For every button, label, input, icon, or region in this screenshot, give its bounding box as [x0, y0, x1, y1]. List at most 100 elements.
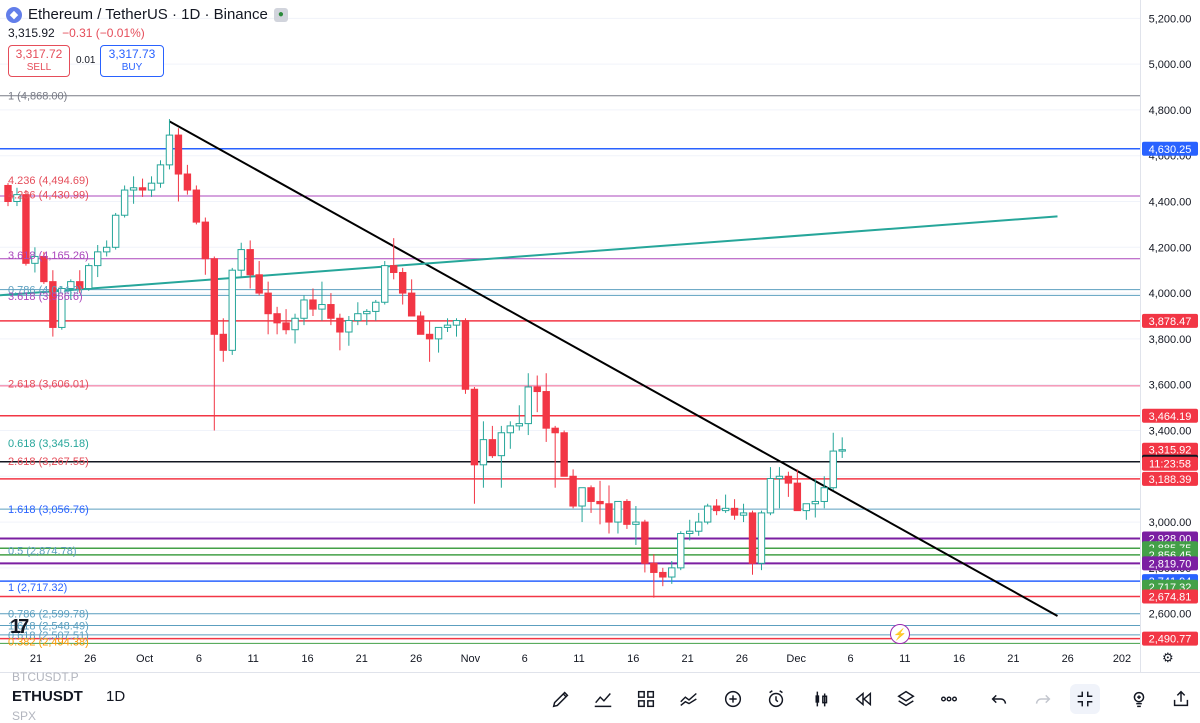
candle [470, 386, 479, 504]
candle [407, 279, 416, 317]
candle [775, 467, 784, 509]
candle [730, 499, 739, 520]
candle [246, 240, 254, 289]
gear-icon[interactable]: ⚙ [1162, 650, 1174, 665]
candle-body [120, 189, 129, 216]
undo-icon[interactable] [984, 684, 1014, 714]
candle-body [784, 475, 793, 484]
last-price: 3,315.92 [8, 26, 55, 40]
candle-body [757, 512, 766, 564]
candle [4, 183, 12, 207]
candle-body [255, 274, 263, 294]
price-tag-label: 3,315.92 [1149, 445, 1192, 457]
candle [31, 247, 39, 273]
chart-title[interactable]: Ethereum / TetherUS · 1D · Binance [28, 6, 268, 23]
candle [757, 510, 766, 571]
price-tag-label: 3,878.47 [1149, 316, 1192, 328]
candle-body [775, 475, 784, 480]
y-tick-label: 3,000.00 [1149, 517, 1192, 529]
candle [398, 267, 407, 305]
candles [4, 119, 846, 598]
share-icon[interactable] [1166, 684, 1196, 714]
x-tick-label: 6 [196, 653, 202, 665]
candle [129, 176, 138, 204]
candle-body [578, 487, 586, 507]
buy-button[interactable]: 3,317.73 BUY [100, 45, 164, 77]
fib-label: 0.618 (2,507.51) [8, 630, 89, 642]
x-tick-label: Oct [136, 653, 153, 665]
candle-body [201, 221, 210, 260]
price-change: −0.31 (−0.01%) [62, 26, 145, 40]
price-tag-bg [1142, 556, 1198, 571]
candle [390, 238, 398, 280]
symbol-header[interactable]: ◆ Ethereum / TetherUS · 1D · Binance ● [6, 6, 288, 23]
indicators-icon[interactable] [588, 684, 618, 714]
y-tick-label: 3,800.00 [1149, 334, 1192, 346]
idea-icon[interactable] [1124, 684, 1154, 714]
candle-body [129, 187, 138, 191]
candle-type-icon[interactable] [806, 684, 836, 714]
interval-selector[interactable]: 1D [106, 688, 126, 705]
countdown-label: 11:23:58 [1149, 459, 1191, 471]
candle-body [4, 184, 12, 202]
trend-lines [0, 120, 1058, 617]
x-tick-label: 21 [1007, 653, 1019, 665]
candle-body [703, 505, 712, 523]
x-tick-label: 21 [681, 653, 693, 665]
candle-body [58, 288, 66, 328]
market-open-icon: ● [273, 7, 288, 22]
price-axis[interactable] [1140, 0, 1200, 672]
price-tag-bg [1142, 408, 1198, 423]
candle [533, 375, 541, 413]
price-tag-label: 2,490.77 [1149, 634, 1192, 646]
trend-line [0, 215, 1058, 297]
candle [58, 286, 66, 330]
alert-icon[interactable] [761, 684, 791, 714]
candle-body [560, 432, 568, 477]
candle-body [174, 134, 183, 175]
candle [551, 425, 559, 488]
candle-body [650, 562, 658, 573]
price-summary: 3,315.92 −0.31 (−0.01%) [8, 26, 145, 40]
draw-icon[interactable] [546, 684, 576, 714]
y-tick-label: 4,200.00 [1149, 242, 1192, 254]
candle [363, 309, 371, 326]
candle-body [156, 164, 165, 184]
candle-body [67, 281, 75, 290]
symbol-selector[interactable]: ETHUSDT [12, 688, 83, 705]
candle [156, 160, 165, 188]
candle [165, 119, 174, 170]
candle-body [210, 258, 219, 335]
price-tag-label: 4,630.25 [1149, 144, 1192, 156]
add-icon[interactable] [718, 684, 748, 714]
sell-price: 3,317.72 [15, 47, 63, 61]
layers-icon[interactable] [891, 684, 921, 714]
redo-icon[interactable] [1028, 684, 1058, 714]
candle [587, 485, 595, 513]
candle [479, 421, 488, 488]
candle-body [811, 500, 819, 505]
compare-icon[interactable] [674, 684, 704, 714]
x-tick-label: 26 [736, 653, 748, 665]
flash-event-icon[interactable]: ⚡ [890, 624, 910, 644]
candle-body [632, 521, 640, 525]
candle [425, 320, 434, 362]
layouts-icon[interactable] [631, 684, 661, 714]
candle [739, 503, 748, 523]
sell-button[interactable]: 3,317.72 SELL [8, 45, 70, 77]
more-icon[interactable] [934, 684, 964, 714]
candle-body [300, 299, 308, 319]
candle-body [712, 505, 721, 512]
candle [300, 295, 308, 326]
candle-body [587, 487, 595, 502]
candle [291, 313, 299, 344]
fib-label: 0.618 (3,345.18) [8, 438, 89, 450]
x-tick-label: 11 [899, 653, 910, 665]
fullscreen-exit-icon[interactable] [1070, 684, 1100, 714]
replay-icon[interactable] [848, 684, 878, 714]
x-axis-ticks: 21 26 Oct 6 11 16 21 26 Nov 6 11 16 21 26 Dec 6 11 16 21 26… [30, 653, 1131, 665]
y-tick-label: 2,600.00 [1149, 609, 1192, 621]
candle [416, 311, 425, 335]
candle-body [354, 313, 362, 322]
